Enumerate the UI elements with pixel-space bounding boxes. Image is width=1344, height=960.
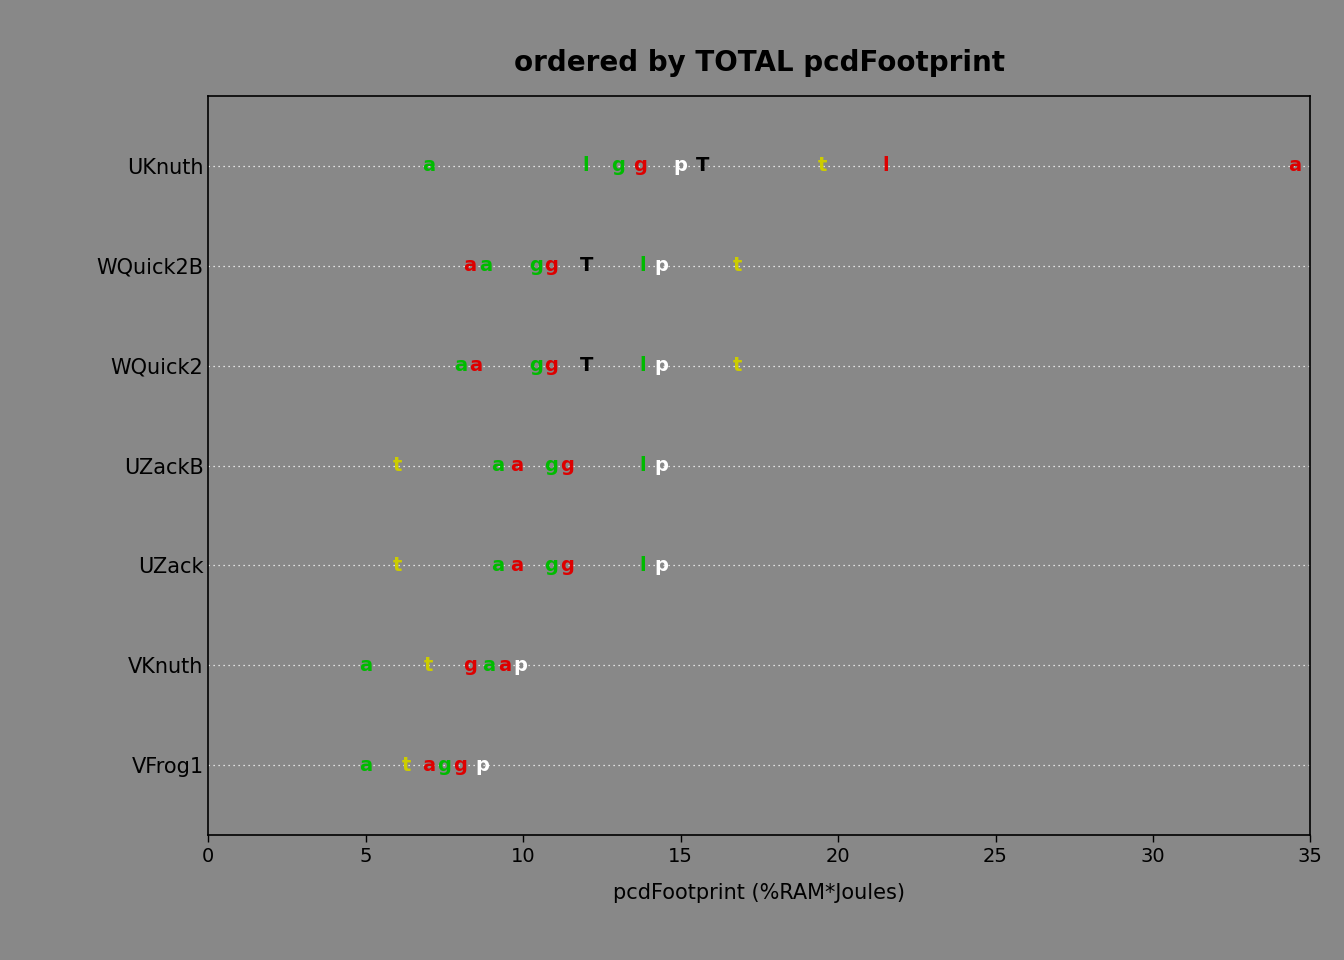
Text: g: g [560,456,574,475]
Text: g: g [544,356,559,375]
Text: l: l [640,356,646,375]
Text: g: g [544,556,559,575]
Text: a: a [478,256,492,276]
Text: t: t [817,156,827,176]
Text: T: T [579,356,593,375]
Text: p: p [655,356,669,375]
Text: t: t [732,256,742,276]
Text: g: g [462,656,477,675]
Text: p: p [513,656,527,675]
Text: p: p [673,156,688,176]
Text: a: a [422,756,435,775]
Text: a: a [492,556,504,575]
Text: p: p [655,456,669,475]
Text: a: a [454,356,466,375]
X-axis label: pcdFootprint (%RAM*Joules): pcdFootprint (%RAM*Joules) [613,882,906,902]
Text: t: t [732,356,742,375]
Text: a: a [511,556,523,575]
Text: a: a [482,656,495,675]
Text: a: a [469,356,482,375]
Text: a: a [511,456,523,475]
Text: t: t [392,556,402,575]
Text: g: g [528,356,543,375]
Text: g: g [633,156,646,176]
Text: a: a [359,656,372,675]
Text: a: a [497,656,511,675]
Text: g: g [544,456,559,475]
Text: p: p [476,756,489,775]
Text: g: g [453,756,468,775]
Text: a: a [1288,156,1301,176]
Text: p: p [655,256,669,276]
Text: a: a [422,156,435,176]
Text: p: p [655,556,669,575]
Text: T: T [696,156,710,176]
Text: g: g [610,156,625,176]
Text: l: l [640,256,646,276]
Text: t: t [392,456,402,475]
Text: a: a [492,456,504,475]
Text: l: l [583,156,590,176]
Text: g: g [544,256,559,276]
Text: g: g [438,756,452,775]
Text: a: a [359,756,372,775]
Text: t: t [402,756,411,775]
Text: a: a [464,256,476,276]
Text: T: T [579,256,593,276]
Text: l: l [640,456,646,475]
Text: t: t [425,656,433,675]
Text: g: g [528,256,543,276]
Text: l: l [882,156,888,176]
Title: ordered by TOTAL pcdFootprint: ordered by TOTAL pcdFootprint [513,49,1005,77]
Text: g: g [560,556,574,575]
Text: l: l [640,556,646,575]
